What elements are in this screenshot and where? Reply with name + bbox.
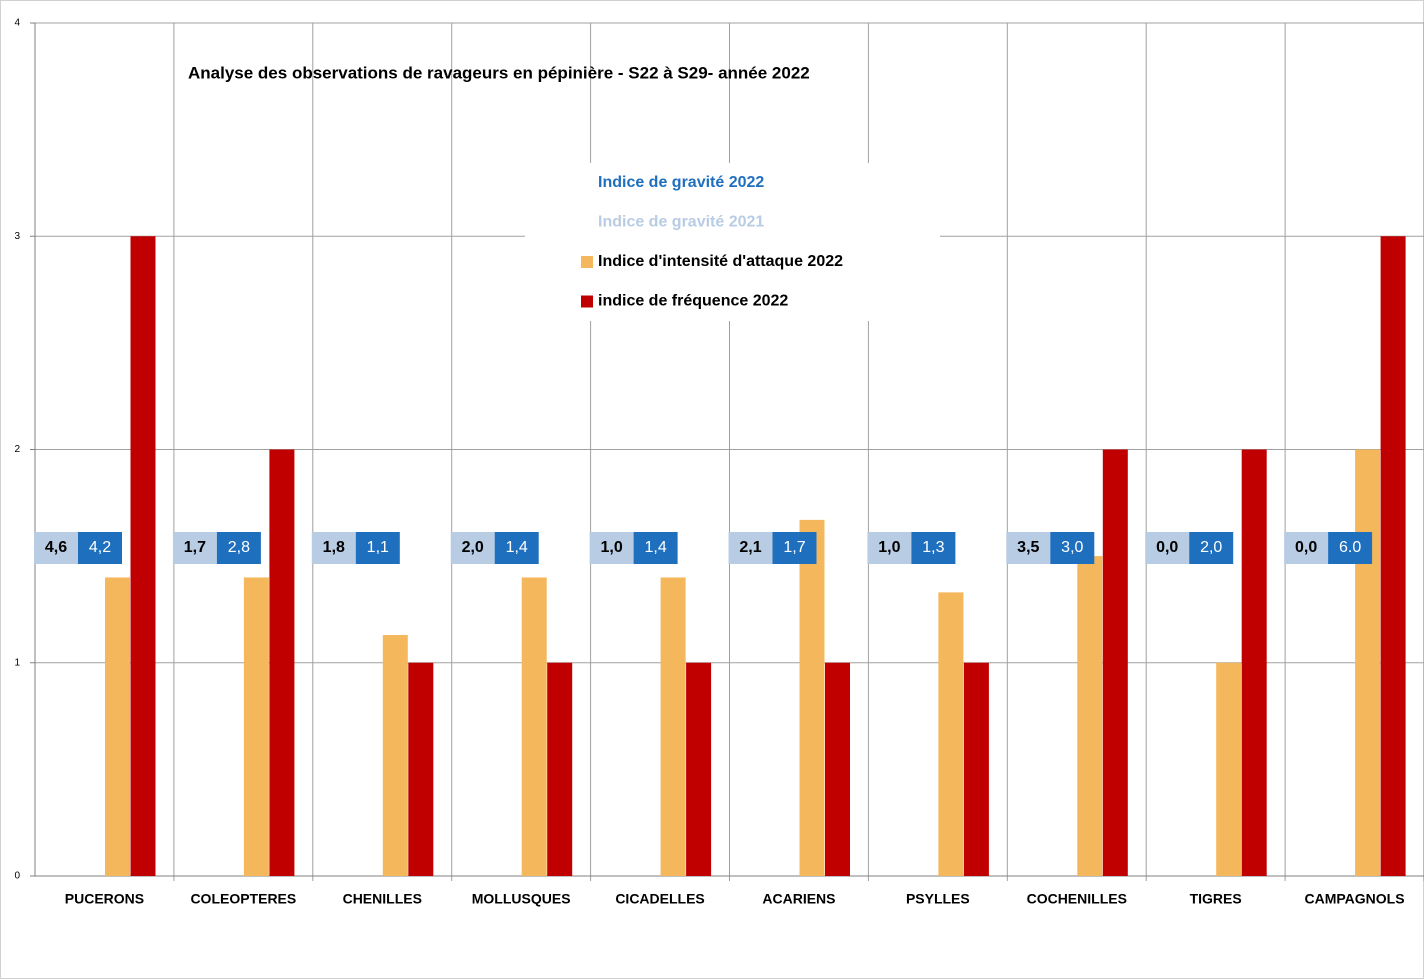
value-label: 1,4 bbox=[644, 539, 666, 556]
legend-swatch bbox=[581, 295, 593, 308]
value-label: 1,1 bbox=[367, 539, 389, 556]
y-tick-label: 2 bbox=[14, 444, 20, 455]
value-label: 1,8 bbox=[323, 539, 345, 556]
value-label: 2,0 bbox=[462, 539, 484, 556]
y-tick-label: 4 bbox=[14, 18, 20, 29]
value-label-box bbox=[172, 532, 217, 564]
value-label-box bbox=[867, 532, 912, 564]
x-tick-label: PSYLLES bbox=[906, 891, 970, 907]
value-label-box bbox=[589, 532, 634, 564]
x-tick-label: CICADELLES bbox=[615, 891, 704, 907]
bar bbox=[130, 236, 156, 876]
x-tick-label: PUCERONS bbox=[65, 891, 144, 907]
y-tick-label: 3 bbox=[14, 231, 20, 242]
x-tick-label: ACARIENS bbox=[762, 891, 835, 907]
bar bbox=[1355, 449, 1381, 876]
bar bbox=[1380, 236, 1406, 876]
x-tick-label: COCHENILLES bbox=[1027, 891, 1127, 907]
value-label: 2,1 bbox=[739, 539, 761, 556]
bar bbox=[1216, 662, 1242, 876]
value-label-box bbox=[1145, 532, 1190, 564]
bar bbox=[825, 662, 850, 876]
bar bbox=[938, 592, 964, 876]
bar bbox=[105, 577, 130, 876]
bar bbox=[269, 449, 295, 876]
value-label-box bbox=[772, 532, 817, 564]
bar bbox=[521, 577, 547, 876]
value-label-box bbox=[78, 532, 122, 564]
y-tick-label: 1 bbox=[14, 657, 20, 668]
value-label: 3,0 bbox=[1061, 539, 1083, 556]
bar bbox=[1241, 449, 1267, 876]
bar bbox=[686, 662, 712, 876]
value-label-box bbox=[494, 532, 539, 564]
value-label-box bbox=[1189, 532, 1234, 564]
value-label-box bbox=[1328, 532, 1373, 564]
value-label-box bbox=[1284, 532, 1329, 564]
legend-label: Indice de gravité 2022 bbox=[598, 174, 764, 191]
value-label-box bbox=[911, 532, 956, 564]
value-label: 6.0 bbox=[1339, 539, 1361, 556]
value-label: 1,3 bbox=[922, 539, 944, 556]
bar bbox=[1102, 449, 1128, 876]
legend-label: Indice d'intensité d'attaque 2022 bbox=[598, 253, 843, 270]
value-label: 4,2 bbox=[89, 539, 111, 556]
value-label: 0,0 bbox=[1295, 539, 1317, 556]
bar bbox=[408, 662, 434, 876]
value-label-box bbox=[1006, 532, 1051, 564]
value-label: 1,7 bbox=[184, 539, 206, 556]
chart-title: Analyse des observations de ravageurs en… bbox=[188, 63, 810, 82]
value-label: 4,6 bbox=[45, 539, 67, 556]
x-tick-label: COLEOPTERES bbox=[190, 891, 296, 907]
value-label: 2,8 bbox=[228, 539, 250, 556]
x-tick-label: TIGRES bbox=[1190, 891, 1242, 907]
value-label: 1,4 bbox=[506, 539, 528, 556]
bar bbox=[660, 577, 686, 876]
legend-box bbox=[525, 163, 940, 321]
bar bbox=[243, 577, 269, 876]
bar bbox=[963, 662, 989, 876]
value-label-box bbox=[450, 532, 495, 564]
value-label-box bbox=[355, 532, 400, 564]
value-label: 2,0 bbox=[1200, 539, 1222, 556]
marks: 4,6 4,2 1,7 2,8 1,8 1,1 2,0 1,4 1,0 1,4 2,1 1,7 1,0 1… bbox=[34, 236, 1406, 876]
legend-label: indice de fréquence 2022 bbox=[598, 293, 788, 310]
value-label: 1,7 bbox=[783, 539, 805, 556]
value-label-box bbox=[216, 532, 261, 564]
y-tick-label: 0 bbox=[14, 871, 20, 882]
x-tick-label: CHENILLES bbox=[343, 891, 422, 907]
x-tick-label: MOLLUSQUES bbox=[472, 891, 571, 907]
value-label-box bbox=[311, 532, 356, 564]
value-label-box bbox=[728, 532, 773, 564]
value-label: 1,0 bbox=[878, 539, 900, 556]
x-tick-label: CAMPAGNOLS bbox=[1305, 891, 1405, 907]
legend-label: Indice de gravité 2021 bbox=[598, 214, 764, 231]
value-label-box bbox=[1050, 532, 1095, 564]
value-label-box bbox=[34, 532, 78, 564]
value-label-box bbox=[633, 532, 678, 564]
value-label: 0,0 bbox=[1156, 539, 1178, 556]
bar bbox=[799, 519, 825, 876]
legend-swatch bbox=[581, 256, 593, 268]
bar bbox=[547, 662, 573, 876]
value-label: 1,0 bbox=[600, 539, 622, 556]
value-label: 3,5 bbox=[1017, 539, 1039, 556]
bar bbox=[382, 635, 408, 876]
bar bbox=[1077, 556, 1103, 876]
